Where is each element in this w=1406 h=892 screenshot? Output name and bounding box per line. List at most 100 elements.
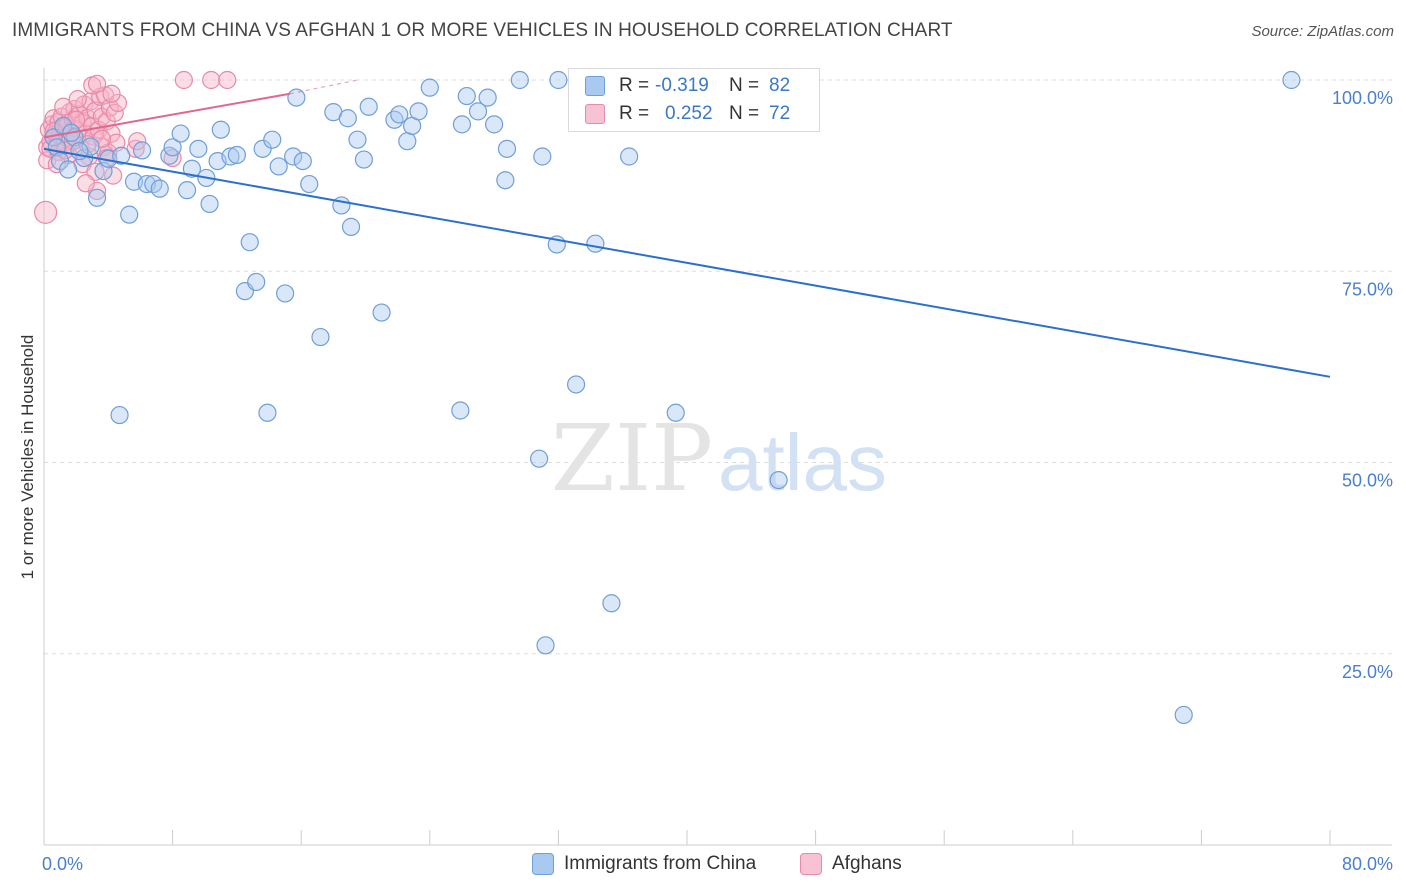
china-point [211,120,230,139]
china-point [59,160,78,179]
china-point [457,86,476,106]
grid-layer [44,79,1392,655]
china-swatch [585,76,605,96]
china-point [530,449,549,468]
china-point [451,401,470,420]
afghan-point [54,97,73,116]
afghan-r-label: R = [619,103,650,124]
china-point [586,234,605,253]
trend-lines [43,79,1331,378]
x-tick-label-0: 0.0% [42,854,83,874]
china-point [163,138,182,157]
afghan-point [108,93,128,113]
china-point [227,145,246,165]
correlation-legend: R = -0.319 N = 82 R = 0.252 N = 72 [568,68,820,132]
afghan-point [102,84,121,103]
china-point [200,194,219,214]
china-point [258,403,277,422]
china-point [1174,705,1193,725]
afghan-point [87,74,107,93]
china-point [359,97,378,116]
axis-layer [43,68,1392,846]
china-point [110,405,129,425]
china-point [536,636,555,655]
bottom-afghan-label: Afghans [832,853,902,874]
afghan-point [128,132,147,151]
china-point [372,303,391,322]
afghan-trend-extension [289,79,358,95]
china-point [485,115,504,134]
afghan-point [104,166,123,185]
china-point [253,139,272,158]
china-point [398,132,417,151]
afghan-n-value: 72 [769,103,791,124]
china-point [189,139,208,158]
china-point [150,179,169,198]
y-tick-label-3: 25.0% [1342,662,1393,682]
china-point [338,109,357,128]
china-point [510,70,529,90]
china-point [171,124,190,143]
china-point [276,284,295,303]
china-point [112,146,131,165]
legend-row-china: R = -0.319 N = 82 [585,74,790,98]
china-point [549,70,568,90]
china-point [666,403,685,422]
china-point [478,88,497,107]
afghan-r-value: 0.252 [665,103,713,124]
afghan-point [34,200,58,224]
china-point [132,141,152,160]
china-point [300,174,319,194]
china-point [120,205,139,224]
afghan-point [126,139,145,158]
y-tick-label-2: 50.0% [1342,471,1393,491]
china-point [284,147,303,166]
china-point [287,88,306,107]
y-tick-label-0: 100.0% [1332,88,1393,108]
china-point [293,151,312,171]
afghan-swatch [585,104,605,124]
afghan-point [105,103,124,122]
china-point [496,171,515,190]
x-tick-label-1: 80.0% [1342,854,1393,874]
china-point [182,159,201,178]
china-point [468,102,488,121]
china-point [263,130,282,149]
afghan-point [68,90,87,109]
china-n-label: N = [729,75,760,96]
china-point [420,78,439,97]
afghan-point [174,70,193,90]
china-point [409,102,428,121]
bottom-legend-afghan: Afghans [800,852,902,876]
chart-title: IMMIGRANTS FROM CHINA VS AFGHAN 1 OR MOR… [12,20,953,41]
china-point [177,181,197,200]
afghan-point [76,174,95,193]
y-tick-label-1: 75.0% [1342,279,1393,299]
bottom-afghan-swatch [800,853,822,875]
china-point [341,217,361,236]
source-credit: Source: ZipAtlas.com [1251,23,1394,40]
china-point [620,147,639,166]
bottom-china-label: Immigrants from China [564,853,757,874]
china-point [390,105,409,124]
china-point [566,375,586,394]
afghan-n-label: N = [729,103,760,124]
tick-labels: 100.0% 75.0% 50.0% 25.0% 0.0% 80.0% [42,88,1393,874]
china-r-value: -0.319 [655,75,709,96]
afghan-trend-line [43,92,291,139]
china-point [452,115,472,134]
china-point [87,188,107,207]
china-point [769,470,788,490]
y-axis-label: 1 or more Vehicles in Household [18,334,37,580]
china-point [240,233,259,252]
bottom-china-swatch [532,853,554,875]
china-point [311,327,330,347]
china-point [144,174,163,194]
china-point [602,594,621,613]
china-point [221,147,240,166]
china-point [354,150,373,169]
china-point [533,147,552,166]
bottom-legend-china: Immigrants from China [532,852,756,876]
afghan-point [218,70,237,90]
china-points [44,70,1301,725]
